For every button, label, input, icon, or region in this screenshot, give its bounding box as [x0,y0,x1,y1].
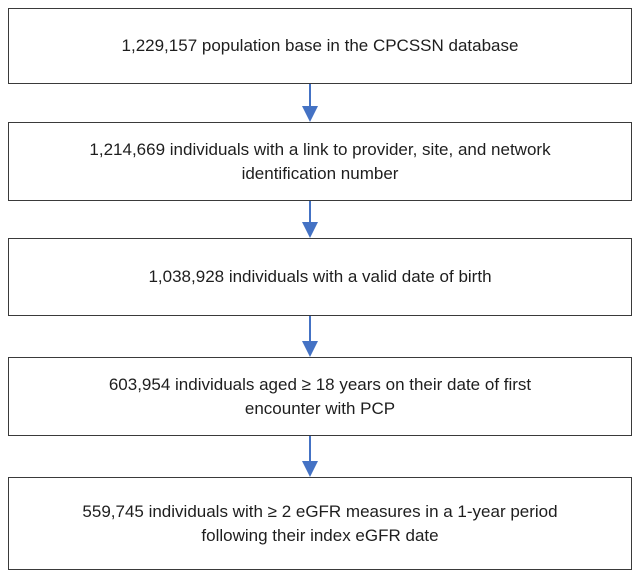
box-text: 1,229,157 population base in the CPCSSN … [121,36,519,55]
flow-box: 559,745 individuals with ≥ 2 eGFR measur… [8,477,632,570]
box-text: identification number [241,163,399,183]
flow-box: 1,229,157 population base in the CPCSSN … [8,8,632,84]
flow-box: 1,214,669 individuals with a link to pro… [8,122,632,201]
box-text: 1,214,669 individuals with a link to pro… [89,139,551,159]
box-text: following their index eGFR date [201,525,439,545]
box-text: 1,038,928 individuals with a valid date … [148,267,492,286]
box-text: 603,954 individuals aged ≥ 18 years on t… [108,374,532,394]
flow-box: 1,038,928 individuals with a valid date … [8,238,632,316]
box-text: 559,745 individuals with ≥ 2 eGFR measur… [82,501,558,521]
box-text: encounter with PCP [244,398,396,418]
flow-box: 603,954 individuals aged ≥ 18 years on t… [8,357,632,436]
